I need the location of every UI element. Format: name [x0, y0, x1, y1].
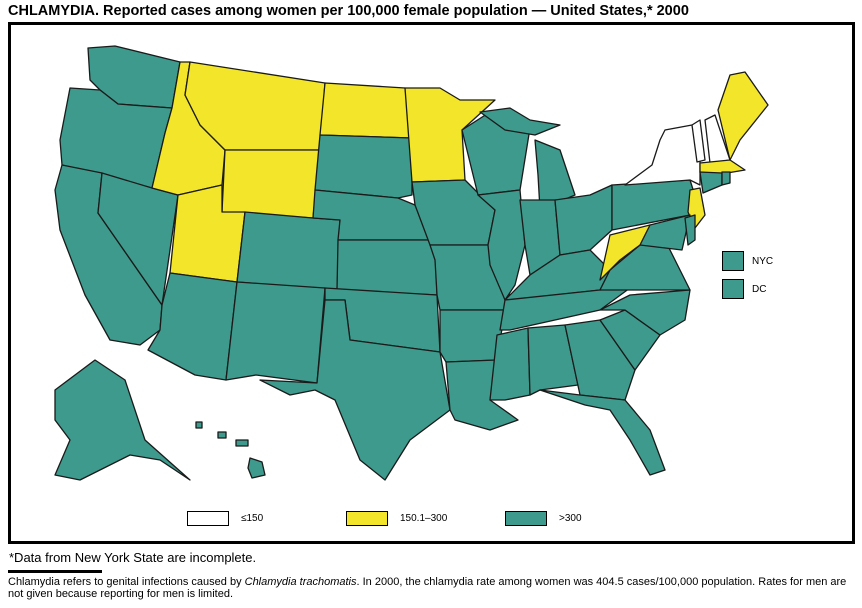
inset-label-nyc: NYC	[752, 255, 774, 267]
state-wy	[221, 149, 321, 219]
legend-label-mid: 150.1–300	[400, 513, 448, 524]
description-species: Chlamydia trachomatis	[244, 576, 357, 588]
inset-nyc: NYC	[722, 251, 773, 271]
legend-item-high: >300	[505, 511, 582, 526]
inset-label-dc: DC	[752, 283, 767, 295]
state-vt	[691, 119, 706, 163]
state-hi	[195, 421, 203, 429]
state-nd	[319, 82, 413, 139]
state-co	[236, 211, 341, 291]
map-frame	[8, 22, 855, 544]
legend-swatch-mid	[346, 511, 388, 526]
inset-dc: DC	[722, 279, 766, 299]
state-ri	[721, 171, 731, 186]
state-hi	[217, 431, 227, 439]
legend-swatch-low	[187, 511, 229, 526]
footnote: *Data from New York State are incomplete…	[9, 550, 257, 565]
state-ak	[54, 359, 191, 481]
state-mi	[479, 107, 561, 136]
state-fl	[539, 389, 666, 476]
inset-swatch-dc	[722, 279, 744, 299]
inset-swatch-nyc	[722, 251, 744, 271]
description-text-rest: . In 2000, the chlamydia rate among wome…	[8, 576, 847, 600]
legend-label-high: >300	[559, 513, 582, 524]
state-ny	[624, 124, 701, 186]
state-ks	[336, 239, 438, 296]
state-al	[527, 324, 579, 396]
description-text: Chlamydia refers to genital infections c…	[8, 576, 245, 588]
state-nc	[599, 289, 691, 336]
state-hi	[247, 457, 266, 479]
state-md	[639, 214, 691, 251]
state-de	[684, 214, 696, 246]
state-ms	[489, 327, 531, 401]
legend-label-low: ≤150	[241, 513, 264, 524]
map-title: CHLAMYDIA. Reported cases among women pe…	[8, 3, 689, 19]
footnote-rule	[8, 570, 102, 573]
state-ga	[564, 319, 636, 401]
legend-item-low: ≤150	[187, 511, 263, 526]
state-nm	[225, 281, 326, 384]
state-sd	[314, 134, 413, 199]
legend-item-mid: 150.1–300	[346, 511, 447, 526]
description: Chlamydia refers to genital infections c…	[8, 576, 858, 600]
state-hi	[235, 439, 249, 447]
state-tx	[259, 299, 451, 481]
state-nv	[97, 172, 179, 306]
state-ct	[699, 171, 723, 194]
legend-swatch-high	[505, 511, 547, 526]
